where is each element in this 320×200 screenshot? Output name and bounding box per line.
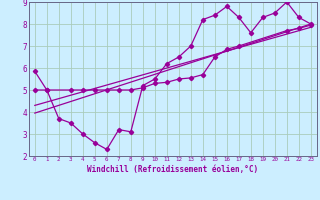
X-axis label: Windchill (Refroidissement éolien,°C): Windchill (Refroidissement éolien,°C) xyxy=(87,165,258,174)
